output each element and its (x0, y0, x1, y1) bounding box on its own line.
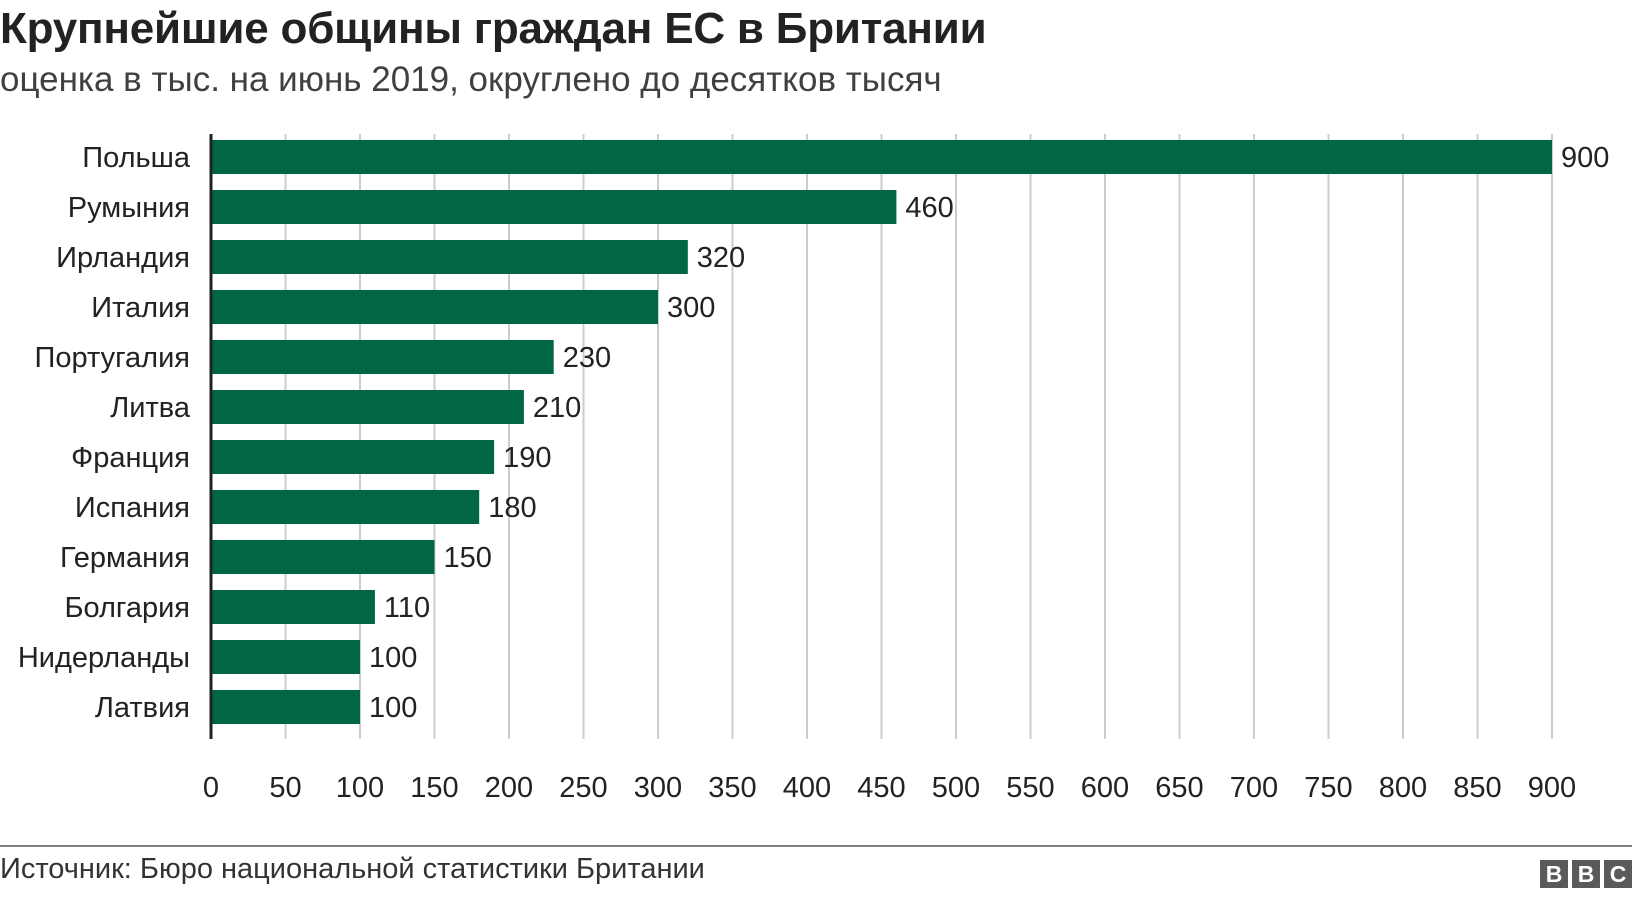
category-label: Польша (82, 142, 191, 174)
bbc-logo: B B C (1540, 860, 1632, 888)
category-label: Португалия (35, 342, 190, 374)
grid-lines (284, 134, 1553, 739)
bar (211, 690, 360, 724)
data-label: 300 (667, 292, 715, 324)
x-tick-label: 450 (857, 772, 905, 804)
x-tick-label: 650 (1155, 772, 1203, 804)
bar (211, 540, 435, 574)
category-label: Италия (91, 292, 190, 324)
category-label: Германия (60, 542, 190, 574)
x-tick-label: 250 (559, 772, 607, 804)
footer-divider (0, 845, 1632, 847)
bar (211, 390, 524, 424)
bar (211, 640, 360, 674)
bar (211, 490, 480, 524)
bar (211, 590, 375, 624)
category-label: Франция (71, 442, 190, 474)
category-label: Румыния (68, 192, 190, 224)
category-label: Латвия (95, 692, 190, 724)
data-label: 460 (905, 192, 953, 224)
data-label: 190 (503, 442, 551, 474)
category-label: Нидерланды (18, 642, 190, 674)
bbc-logo-block: B (1572, 860, 1600, 888)
bar (211, 290, 658, 324)
x-tick-label: 50 (269, 772, 301, 804)
chart-title: Крупнейшие общины граждан ЕС в Британии (0, 4, 987, 53)
x-tick-label: 200 (485, 772, 533, 804)
data-label: 100 (369, 692, 417, 724)
data-label: 150 (444, 542, 492, 574)
bar-chart: Польша Румыния Ирландия Италия Португалия Лит… (18, 134, 1609, 804)
x-tick-label: 900 (1528, 772, 1576, 804)
x-tick-label: 100 (336, 772, 384, 804)
x-tick-label: 350 (708, 772, 756, 804)
data-label: 110 (384, 592, 430, 624)
x-tick-label: 800 (1379, 772, 1427, 804)
x-tick-label: 750 (1304, 772, 1352, 804)
data-label: 100 (369, 642, 417, 674)
bar (211, 440, 495, 474)
x-tick-label: 300 (634, 772, 682, 804)
bar (211, 190, 897, 224)
x-tick-label: 550 (1006, 772, 1054, 804)
data-label: 180 (488, 492, 536, 524)
chart-subtitle: оценка в тыс. на июнь 2019, округлено до… (0, 60, 942, 99)
category-label: Испания (75, 492, 190, 524)
bar (211, 340, 554, 374)
x-tick-label: 600 (1081, 772, 1129, 804)
data-label: 900 (1561, 142, 1609, 174)
category-labels: Польша Румыния Ирландия Италия Португалия Лит… (18, 142, 191, 724)
x-tick-label: 400 (783, 772, 831, 804)
x-tick-label: 700 (1230, 772, 1278, 804)
category-label: Литва (110, 392, 191, 424)
x-tick-label: 500 (932, 772, 980, 804)
x-tick-label: 850 (1453, 772, 1501, 804)
bars (211, 140, 1552, 724)
bbc-logo-block: B (1540, 860, 1568, 888)
source-note: Источник: Бюро национальной статистики Б… (0, 853, 705, 885)
bar (211, 140, 1552, 174)
x-tick-label: 0 (203, 772, 219, 804)
bar (211, 240, 688, 274)
data-label: 230 (563, 342, 611, 374)
data-label: 210 (533, 392, 581, 424)
data-labels: 900 460 320 300 230 210 190 180 150 110 100 100 (369, 142, 1609, 724)
x-tick-labels: 0 50 100 150 200 250 300 350 400 450 500 550 600 650 7… (203, 772, 1576, 804)
category-label: Ирландия (56, 242, 190, 274)
bbc-logo-block: C (1604, 860, 1632, 888)
x-tick-label: 150 (410, 772, 458, 804)
category-label: Болгария (64, 592, 190, 624)
data-label: 320 (697, 242, 745, 274)
